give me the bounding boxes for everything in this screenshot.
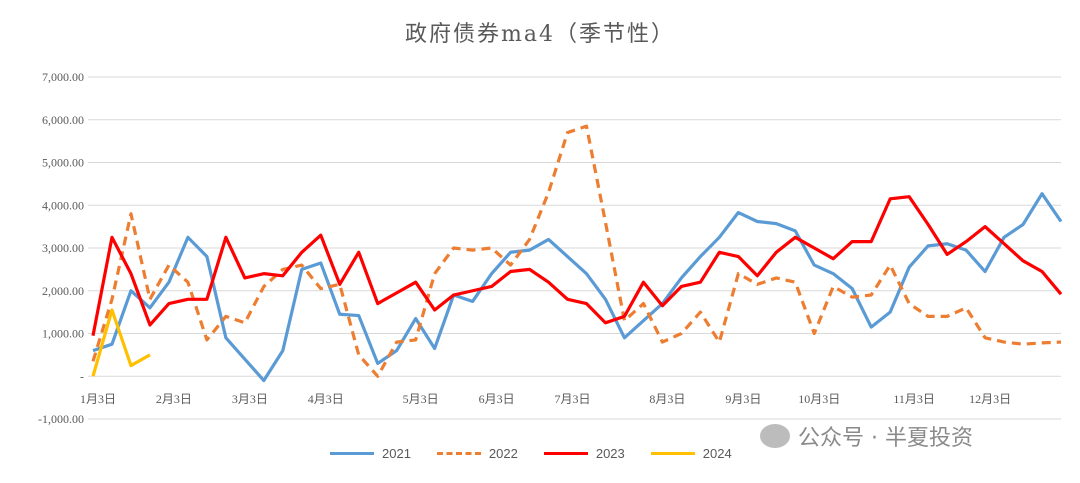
watermark-text: 公众号 · 半夏投资 (798, 426, 973, 451)
x-tick-label: 6月3日 (479, 392, 515, 406)
legend-item-2023: 2023 (543, 446, 625, 461)
wechat-icon (760, 424, 790, 448)
legend-item-2022: 2022 (436, 446, 518, 461)
legend-swatch (650, 452, 695, 455)
legend-label: 2023 (595, 446, 625, 461)
legend-label: 2022 (488, 446, 518, 461)
legend-label: 2024 (702, 446, 732, 461)
x-tick-label: 2月3日 (156, 392, 192, 406)
series-line-2024 (91, 308, 151, 377)
y-tick-label: - (80, 369, 84, 383)
legend-label: 2021 (382, 446, 411, 461)
legend-swatch (543, 452, 588, 455)
y-tick-label: 7,000.00 (42, 70, 84, 84)
y-tick-label: 3,000.00 (42, 241, 84, 255)
y-tick-label: 1,000.00 (42, 327, 84, 341)
legend-swatch (330, 452, 374, 455)
legend-swatch (436, 452, 481, 455)
x-tick-label: 8月3日 (649, 392, 685, 406)
x-tick-label: 11月3日 (893, 392, 935, 406)
x-tick-label: 12月3日 (969, 392, 1011, 406)
chart-title: 政府债券ma4（季节性） (405, 22, 675, 47)
y-tick-label: -1,000.00 (38, 412, 84, 426)
legend-item-2021: 2021 (330, 446, 411, 461)
watermark: 公众号 · 半夏投资 (760, 420, 973, 452)
x-tick-label: 5月3日 (403, 392, 439, 406)
y-tick-label: 6,000.00 (42, 113, 84, 127)
y-tick-label: 5,000.00 (42, 156, 84, 170)
series-line-2022 (91, 124, 1062, 378)
legend-item-2024: 2024 (650, 446, 732, 461)
x-tick-label: 9月3日 (725, 392, 761, 406)
x-tick-label: 1月3日 (80, 392, 116, 406)
legend: 2021 2022 2023 2024 (330, 446, 732, 461)
x-tick-label: 10月3日 (798, 392, 840, 406)
y-tick-label: 4,000.00 (42, 198, 84, 212)
series-line-2023 (91, 195, 1063, 336)
y-tick-label: 2,000.00 (42, 284, 84, 298)
x-tick-label: 7月3日 (555, 392, 591, 406)
x-tick-label: 4月3日 (308, 392, 344, 406)
series-line-2021 (92, 192, 1063, 383)
x-tick-label: 3月3日 (232, 392, 268, 406)
